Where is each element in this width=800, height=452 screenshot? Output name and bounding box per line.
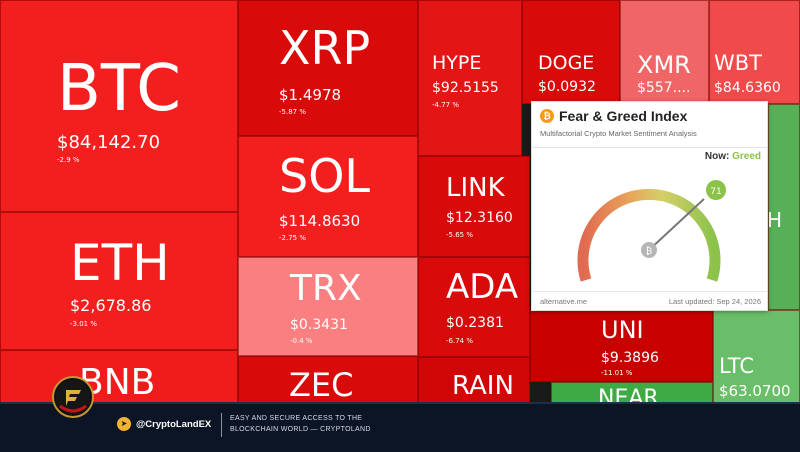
tile-change: -6.74 %: [446, 337, 473, 345]
brand-banner: [0, 402, 800, 452]
fear-greed-header: ₿ Fear & Greed Index Multifactorial Cryp…: [532, 102, 767, 148]
tile-price: $557....: [637, 80, 691, 96]
fear-greed-footer: alternative.me Last updated: Sep 24, 202…: [532, 291, 767, 310]
tile-wbt[interactable]: WBT $84.6360: [709, 0, 800, 104]
tile-symbol: XRP: [279, 21, 371, 75]
fear-greed-now: Now: Greed: [705, 151, 761, 162]
tile-change: -3.01 %: [70, 320, 97, 328]
now-label: Now:: [704, 151, 730, 162]
tile-symbol: XMR: [637, 51, 691, 79]
tile-change: -5.87 %: [279, 108, 306, 116]
tile-price: $114.8630: [279, 212, 361, 230]
tile-symbol: UNI: [601, 316, 644, 344]
tile-hype[interactable]: HYPE $92.5155 -4.77 %: [418, 0, 522, 156]
tile-change: -2.9 %: [57, 156, 80, 164]
fear-greed-updated: Last updated: Sep 24, 2026: [668, 297, 761, 306]
fear-greed-title: Fear & Greed Index: [559, 108, 688, 124]
tile-price: $92.5155: [432, 80, 499, 96]
tile-symbol: RAIN: [452, 371, 514, 401]
tile-symbol: LINK: [446, 173, 505, 203]
tile-symbol-partial: H: [768, 208, 783, 232]
tile-price: $0.3431: [290, 317, 348, 333]
tile-symbol: ZEC: [289, 366, 354, 404]
tile-bnb[interactable]: BNB: [0, 350, 238, 410]
tile-symbol: WBT: [714, 51, 762, 75]
tile-change: -4.77 %: [432, 101, 459, 109]
banner-tagline-line2: BLOCKCHAIN WORLD — CRYPTOLAND: [230, 426, 371, 433]
tile-trx[interactable]: TRX $0.3431 -0.4 %: [238, 257, 418, 356]
tile-price: $12.3160: [446, 210, 513, 226]
tile-ltc[interactable]: LTC $63.0700: [713, 310, 800, 410]
gauge-value-text: 71: [710, 187, 721, 197]
fear-greed-widget[interactable]: ₿ Fear & Greed Index Multifactorial Cryp…: [531, 101, 768, 311]
tile-symbol: ADA: [446, 267, 519, 307]
tile-xrp[interactable]: XRP $1.4978 -5.87 %: [238, 0, 418, 136]
tile-ada[interactable]: ADA $0.2381 -6.74 %: [418, 257, 530, 357]
tile-doge[interactable]: DOGE $0.0932: [522, 0, 620, 104]
fear-greed-subtitle: Multifactorial Crypto Market Sentiment A…: [540, 129, 697, 138]
tile-change: -11.01 %: [601, 369, 633, 377]
gauge-value-badge: [706, 180, 726, 200]
tile-change: -5.65 %: [446, 231, 473, 239]
tile-green-partial[interactable]: H: [768, 104, 800, 310]
tile-symbol: ETH: [70, 234, 170, 292]
bitcoin-icon: ₿: [540, 109, 554, 123]
tile-change: -0.4 %: [290, 337, 313, 345]
tile-price: $0.0932: [538, 79, 596, 95]
tile-price: $84.6360: [714, 80, 781, 96]
gauge-arc: [577, 188, 721, 282]
tile-price: $84,142.70: [57, 132, 161, 153]
tile-symbol: TRX: [290, 268, 362, 309]
tile-symbol: BTC: [57, 52, 181, 126]
tile-change: -2.75 %: [279, 234, 306, 242]
now-value: Greed: [732, 151, 761, 162]
gauge-hub-bitcoin-icon: ₿: [646, 246, 653, 257]
tile-price: $1.4978: [279, 86, 342, 104]
tile-eth[interactable]: ETH $2,678.86 -3.01 %: [0, 212, 238, 350]
tile-link[interactable]: LINK $12.3160 -5.65 %: [418, 156, 530, 257]
tile-sol[interactable]: SOL $114.8630 -2.75 %: [238, 136, 418, 257]
tile-symbol: DOGE: [538, 52, 595, 74]
tile-price: $9.3896: [601, 350, 659, 366]
gauge-needle: [648, 198, 705, 251]
tile-zec[interactable]: ZEC: [238, 356, 418, 410]
tile-uni[interactable]: UNI $9.3896 -11.01 %: [530, 310, 713, 382]
fear-greed-source[interactable]: alternative.me: [540, 297, 588, 306]
tile-price: $0.2381: [446, 315, 504, 331]
telegram-handle[interactable]: @CryptoLandEX: [136, 419, 212, 430]
tile-xmr[interactable]: XMR $557....: [620, 0, 709, 104]
telegram-icon: ➤: [117, 417, 131, 431]
tile-price: $63.0700: [719, 382, 791, 400]
tile-symbol: LTC: [719, 354, 755, 378]
cryptoland-logo-icon: [52, 376, 94, 418]
banner-divider: [221, 413, 222, 437]
tile-symbol: HYPE: [432, 52, 482, 74]
tile-symbol: SOL: [279, 149, 371, 203]
tile-rain[interactable]: RAIN: [418, 357, 530, 410]
gauge-hub: [641, 242, 657, 258]
tile-btc[interactable]: BTC $84,142.70 -2.9 %: [0, 0, 238, 212]
fear-greed-gauge: ₿ 71: [577, 180, 726, 282]
tile-price: $2,678.86: [70, 296, 152, 315]
banner-tagline-line1: EASY AND SECURE ACCESS TO THE: [230, 415, 363, 422]
